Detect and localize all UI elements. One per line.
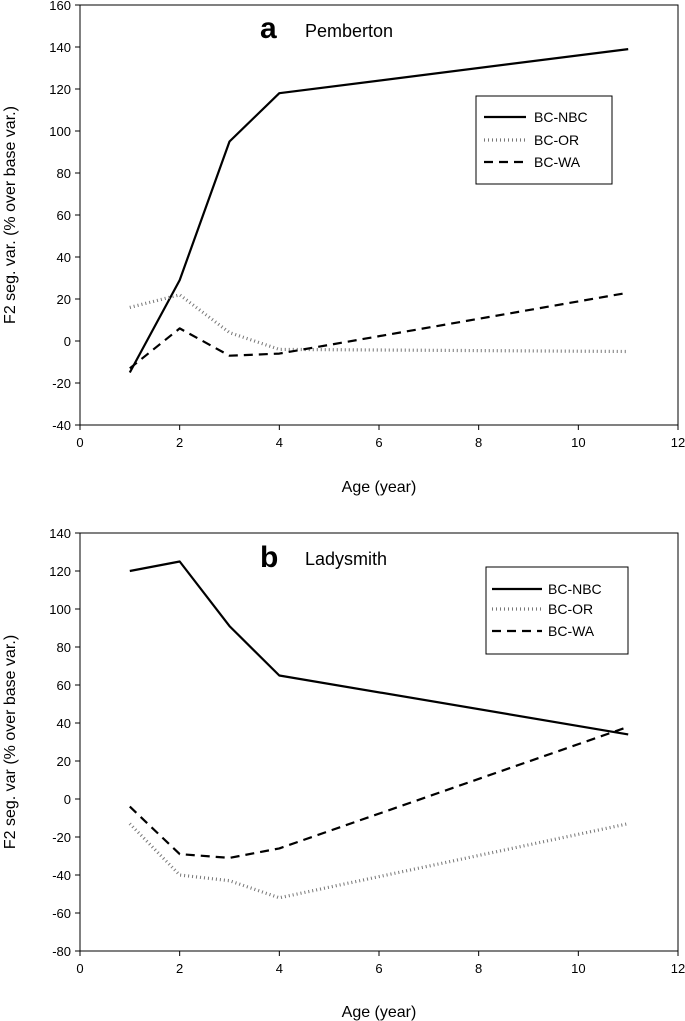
panel-b-y-tick-label: 120 xyxy=(49,564,71,579)
panel-b-y-tick-label: 40 xyxy=(57,716,71,731)
panel-b-x-tick-label: 0 xyxy=(76,961,83,976)
panel-a-series-bc-wa xyxy=(129,291,629,370)
panel-b-y-tick-label: 0 xyxy=(64,792,71,807)
panel-b-legend-label-bc-wa: BC-WA xyxy=(548,623,595,639)
panel-b: -80 -60 -40 -20 0 20 40 60 80 100 120 140 0 2 4 6 8 10 12… xyxy=(2,526,685,1021)
panel-a-y-tick-label: 100 xyxy=(49,124,71,139)
panel-a-y-tick-label: 120 xyxy=(49,82,71,97)
panel-b-x-tick-label: 12 xyxy=(671,961,685,976)
panel-a-x-tick-label: 6 xyxy=(375,435,382,450)
panel-b-letter: b xyxy=(260,541,278,574)
panel-b-title: Ladysmith xyxy=(305,549,387,569)
panel-a-legend: BC-NBC BC-OR BC-WA xyxy=(475,95,613,185)
panel-b-y-tick-label: 100 xyxy=(49,602,71,617)
panel-b-x-tick-label: 8 xyxy=(475,961,482,976)
panel-a-y-tick-label: 160 xyxy=(49,0,71,13)
panel-b-series-bc-or xyxy=(128,822,629,900)
panel-a-y-axis-label: F2 seg. var. (% over base var.) xyxy=(2,106,19,324)
panel-a-series xyxy=(128,48,629,374)
panel-b-legend: BC-NBC BC-OR BC-WA xyxy=(485,566,629,655)
panel-b-series xyxy=(128,560,629,900)
panel-b-y-ticks: -80 -60 -40 -20 0 20 40 60 80 100 120 140 xyxy=(49,526,80,959)
panel-a-legend-box xyxy=(475,95,613,185)
panel-b-y-tick-label: 20 xyxy=(57,754,71,769)
panel-a-y-tick-label: 40 xyxy=(57,250,71,265)
panel-a-plot-frame xyxy=(79,4,679,426)
panel-b-x-tick-label: 10 xyxy=(571,961,585,976)
panel-b-legend-label-bc-or: BC-OR xyxy=(548,601,593,617)
panel-a-legend-label-bc-nbc: BC-NBC xyxy=(534,109,588,125)
panel-b-y-tick-label: -40 xyxy=(52,868,71,883)
panel-b-legend-box xyxy=(485,566,629,655)
panel-b-x-tick-label: 2 xyxy=(176,961,183,976)
panel-a-y-tick-label: -20 xyxy=(52,376,71,391)
panel-a-y-tick-label: 60 xyxy=(57,208,71,223)
panel-b-x-ticks: 0 2 4 6 8 10 12 xyxy=(76,951,685,976)
panel-a-legend-label-bc-wa: BC-WA xyxy=(534,154,581,170)
panel-a-y-tick-label: 140 xyxy=(49,40,71,55)
panel-a-letter: a xyxy=(260,12,277,45)
panel-a-x-tick-label: 10 xyxy=(571,435,585,450)
panel-b-y-tick-label: 80 xyxy=(57,640,71,655)
panel-b-legend-label-bc-nbc: BC-NBC xyxy=(548,581,602,597)
panel-a-x-tick-label: 8 xyxy=(475,435,482,450)
panel-a-x-tick-label: 4 xyxy=(276,435,283,450)
panel-a-x-tick-label: 0 xyxy=(76,435,83,450)
panel-b-y-tick-label: 140 xyxy=(49,526,71,541)
panel-a-y-ticks: -40 -20 0 20 40 60 80 100 120 140 160 xyxy=(49,0,80,433)
panel-b-x-tick-label: 6 xyxy=(375,961,382,976)
panel-a-x-tick-label: 2 xyxy=(176,435,183,450)
panel-b-y-tick-label: -80 xyxy=(52,944,71,959)
panel-b-x-axis-label: Age (year) xyxy=(342,1004,417,1021)
panel-b-x-tick-label: 4 xyxy=(276,961,283,976)
panel-a-x-tick-label: 12 xyxy=(671,435,685,450)
panel-a-x-axis-label: Age (year) xyxy=(342,479,417,496)
panel-b-y-axis-label: F2 seg. var (% over base var.) xyxy=(2,635,19,849)
panel-b-y-tick-label: -20 xyxy=(52,830,71,845)
panel-b-series-bc-wa xyxy=(129,725,629,860)
panel-b-y-tick-label: -60 xyxy=(52,906,71,921)
panel-a-y-tick-label: 0 xyxy=(64,334,71,349)
panel-a-y-tick-label: -40 xyxy=(52,418,71,433)
panel-a-y-tick-label: 80 xyxy=(57,166,71,181)
panel-b-y-tick-label: 60 xyxy=(57,678,71,693)
panel-a-title: Pemberton xyxy=(305,21,393,41)
panel-a-legend-label-bc-or: BC-OR xyxy=(534,132,579,148)
panel-a-y-tick-label: 20 xyxy=(57,292,71,307)
panel-a-x-ticks: 0 2 4 6 8 10 12 xyxy=(76,425,685,450)
panel-a-series-bc-nbc xyxy=(128,48,629,374)
panel-b-series-bc-nbc xyxy=(129,560,629,736)
